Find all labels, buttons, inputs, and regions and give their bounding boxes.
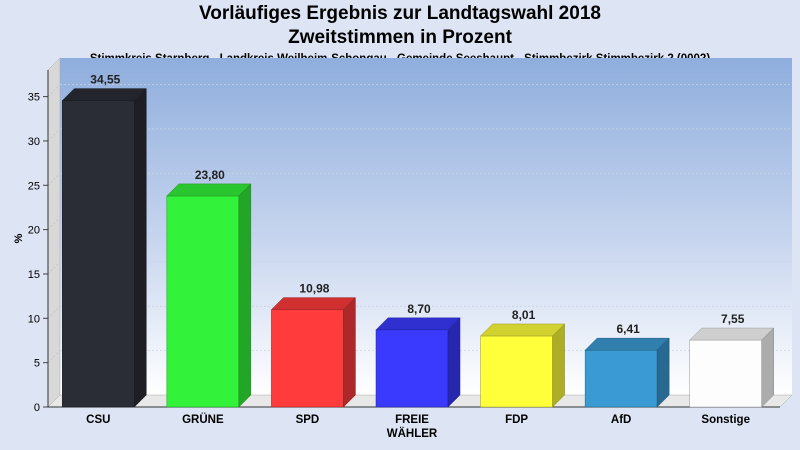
bar-value-label: 8,01 bbox=[512, 308, 536, 322]
bar-value-label: 10,98 bbox=[299, 282, 329, 296]
chart-subtitle: Zweitstimmen in Prozent bbox=[288, 27, 512, 48]
bar-top bbox=[584, 337, 670, 351]
bar-side bbox=[656, 337, 670, 408]
bar-value-label: 8,70 bbox=[407, 302, 431, 316]
y-tick-label: 30 bbox=[28, 136, 40, 148]
x-tick-label: FREIE bbox=[395, 414, 429, 426]
gridline-side bbox=[47, 261, 61, 275]
gridline-side bbox=[47, 350, 61, 363]
x-tick-label: WÄHLER bbox=[387, 427, 438, 440]
bar-top bbox=[375, 317, 461, 331]
bar bbox=[271, 309, 344, 408]
y-tick-label: 25 bbox=[28, 180, 40, 192]
x-tick-label: CSU bbox=[86, 414, 110, 426]
bar bbox=[480, 335, 553, 408]
bar bbox=[375, 329, 449, 408]
bar-value-label: 23,80 bbox=[195, 168, 225, 182]
bar-side bbox=[552, 323, 565, 408]
bar-side bbox=[134, 87, 147, 408]
gridline-side bbox=[47, 306, 61, 319]
y-tick-label: 35 bbox=[28, 92, 40, 104]
bar-value-label: 7,55 bbox=[721, 312, 745, 326]
y-tick-label: 5 bbox=[34, 358, 40, 370]
x-tick-label: Sonstige bbox=[701, 414, 750, 426]
y-tick-label: 20 bbox=[28, 225, 40, 237]
bar-side bbox=[343, 297, 356, 408]
plot-side-wall bbox=[47, 57, 61, 408]
y-tick-label: 0 bbox=[34, 402, 40, 414]
x-tick-label: AfD bbox=[611, 414, 631, 426]
bar-side bbox=[447, 317, 461, 408]
bar bbox=[584, 349, 658, 408]
bar-top bbox=[479, 323, 566, 337]
x-tick-label: SPD bbox=[296, 414, 320, 426]
bar bbox=[62, 100, 135, 408]
x-tick-label: GRÜNE bbox=[182, 413, 224, 426]
gridline-side bbox=[47, 128, 61, 142]
bar bbox=[166, 195, 240, 408]
bar-top bbox=[166, 183, 252, 197]
bar-top bbox=[689, 327, 775, 341]
y-axis-label: % bbox=[13, 233, 25, 243]
y-tick-label: 10 bbox=[28, 313, 40, 325]
bar-value-label: 6,41 bbox=[616, 322, 640, 336]
chart-title: Vorläufiges Ergebnis zur Landtagswahl 20… bbox=[199, 3, 601, 24]
bar-top bbox=[270, 297, 357, 310]
gridline-side bbox=[47, 217, 61, 230]
bar-side bbox=[761, 327, 774, 408]
y-tick-label: 15 bbox=[28, 269, 40, 281]
gridline-side bbox=[47, 84, 61, 97]
gridline-side bbox=[47, 173, 61, 186]
bar-top bbox=[61, 88, 147, 101]
bar bbox=[689, 339, 762, 408]
x-tick-label: FDP bbox=[505, 414, 528, 426]
bar-value-label: 34,55 bbox=[90, 73, 120, 87]
bar-side bbox=[238, 183, 252, 408]
